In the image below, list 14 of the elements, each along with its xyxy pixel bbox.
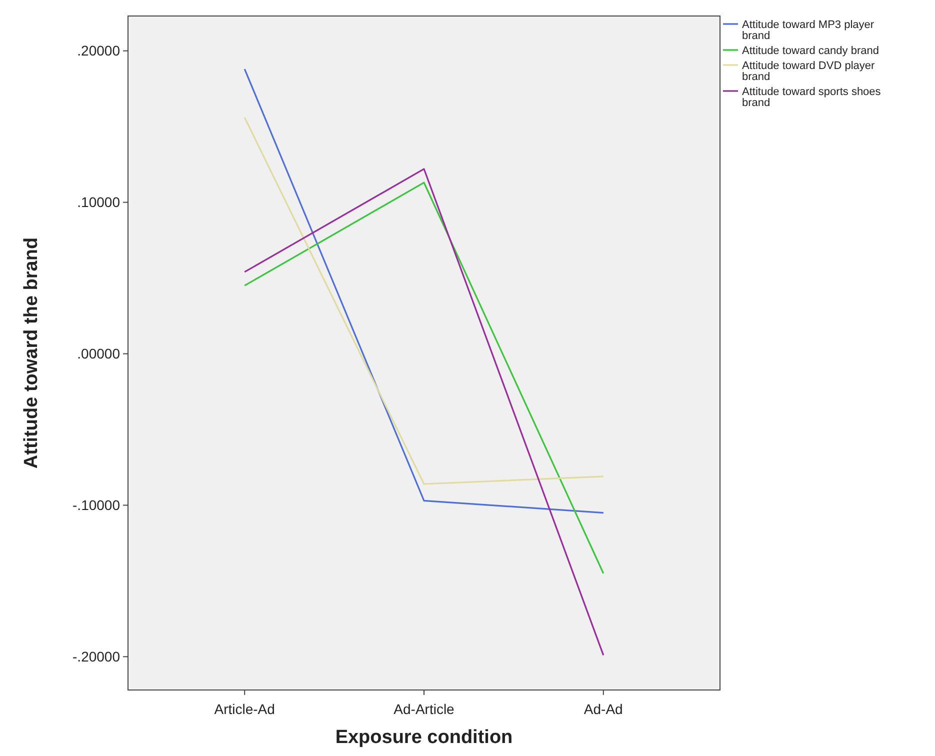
- y-tick-label: .20000: [77, 42, 120, 59]
- legend-label: Attitude toward candy brand: [742, 45, 879, 57]
- y-tick-label: .10000: [77, 194, 120, 210]
- x-tick-label: Ad-Article: [394, 701, 455, 717]
- y-tick-label: .00000: [77, 346, 120, 362]
- x-tick-label: Ad-Ad: [584, 701, 623, 717]
- legend-label: Attitude toward DVD player brand: [742, 60, 876, 83]
- x-axis-title: Exposure condition: [335, 727, 513, 748]
- legend-label: Attitude toward sports shoes brand: [742, 86, 882, 109]
- x-tick-label: Article-Ad: [214, 701, 275, 717]
- legend-label: Attitude toward MP3 player brand: [742, 19, 874, 42]
- y-tick-label: -.20000: [72, 648, 120, 665]
- y-axis-title: Attitude toward the brand: [21, 237, 42, 469]
- y-tick-label: -.10000: [72, 497, 120, 514]
